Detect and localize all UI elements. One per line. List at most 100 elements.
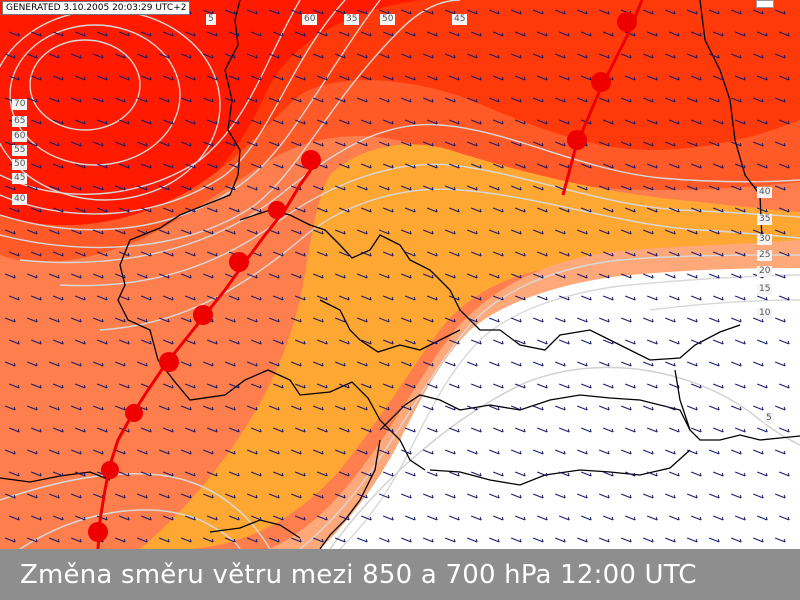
wind-barb-icon xyxy=(140,471,152,477)
wind-barb-icon xyxy=(400,537,412,543)
wind-barb-icon xyxy=(712,471,724,477)
wind-barb-icon xyxy=(686,361,698,367)
wind-barb-icon xyxy=(778,119,790,125)
wind-barb-icon xyxy=(448,339,460,345)
wind-barb-icon xyxy=(778,515,790,521)
wind-barb-icon xyxy=(378,537,390,543)
wind-barb-icon xyxy=(96,75,108,81)
wind-barb-icon xyxy=(118,75,130,81)
wind-barb-icon xyxy=(488,97,500,103)
wind-barb-icon xyxy=(536,119,548,125)
wind-barb-icon xyxy=(96,119,108,125)
wind-barb-icon xyxy=(8,427,20,433)
wind-barb-icon xyxy=(4,185,16,191)
wind-barb-icon xyxy=(228,207,240,213)
wind-barb-icon xyxy=(756,471,768,477)
wind-barb-icon xyxy=(382,427,394,433)
wind-barb-icon xyxy=(642,9,654,15)
wind-barb-icon xyxy=(536,251,548,257)
wind-barb-icon xyxy=(184,383,196,389)
wind-barb-icon xyxy=(92,405,104,411)
wind-barb-icon xyxy=(356,493,368,499)
wind-barb-icon xyxy=(74,119,86,125)
wind-barb-icon xyxy=(224,493,236,499)
wind-barb-icon xyxy=(646,163,658,169)
wind-barb-icon xyxy=(316,31,328,37)
wind-barb-icon xyxy=(778,251,790,257)
wind-barb-icon xyxy=(774,361,786,367)
wind-barb-icon xyxy=(92,317,104,323)
wind-barb-icon xyxy=(492,427,504,433)
wind-barb-icon xyxy=(664,185,676,191)
wind-barb-icon xyxy=(690,207,702,213)
wind-barb-icon xyxy=(686,185,698,191)
wind-barb-icon xyxy=(70,317,82,323)
wind-barb-icon xyxy=(598,273,610,279)
wind-barb-icon xyxy=(664,229,676,235)
wind-barb-icon xyxy=(514,75,526,81)
wind-barb-icon xyxy=(488,229,500,235)
wind-barb-icon xyxy=(250,427,262,433)
wind-barb-icon xyxy=(514,383,526,389)
wind-barb-icon xyxy=(642,537,654,543)
wind-barb-icon xyxy=(778,471,790,477)
wind-barb-icon xyxy=(774,53,786,59)
wind-barb-icon xyxy=(246,141,258,147)
wind-barb-icon xyxy=(48,141,60,147)
wind-barb-icon xyxy=(690,515,702,521)
wind-barb-icon xyxy=(8,471,20,477)
wind-barb-icon xyxy=(778,427,790,433)
wind-barb-icon xyxy=(52,383,64,389)
wind-barb-icon xyxy=(422,317,434,323)
wind-barb-icon xyxy=(426,339,438,345)
wind-barb-icon xyxy=(140,207,152,213)
wind-barb-icon xyxy=(690,427,702,433)
wind-barb-icon xyxy=(316,427,328,433)
wind-barb-icon xyxy=(316,339,328,345)
wind-barb-icon xyxy=(162,31,174,37)
wind-barb-icon xyxy=(290,405,302,411)
wind-barb-icon xyxy=(400,361,412,367)
wind-barb-icon xyxy=(316,383,328,389)
wind-barb-icon xyxy=(224,317,236,323)
wind-barb-icon xyxy=(184,339,196,345)
wind-barb-icon xyxy=(382,31,394,37)
wind-barb-icon xyxy=(118,163,130,169)
wind-barb-icon xyxy=(554,449,566,455)
wind-barb-icon xyxy=(422,9,434,15)
wind-barb-icon xyxy=(48,229,60,235)
wind-barb-icon xyxy=(774,141,786,147)
wind-barb-icon xyxy=(228,119,240,125)
wind-barb-icon xyxy=(70,273,82,279)
wind-barb-icon xyxy=(554,361,566,367)
wind-barb-icon xyxy=(778,207,790,213)
wind-barb-icon xyxy=(400,273,412,279)
wind-barb-icon xyxy=(422,229,434,235)
wind-barb-icon xyxy=(664,449,676,455)
wind-barb-icon xyxy=(730,273,742,279)
wind-barb-icon xyxy=(554,493,566,499)
wind-barb-icon xyxy=(74,251,86,257)
wind-barb-icon xyxy=(466,185,478,191)
wind-barb-icon xyxy=(290,53,302,59)
wind-barb-icon xyxy=(184,251,196,257)
wind-barb-icon xyxy=(778,163,790,169)
wind-barb-icon xyxy=(510,317,522,323)
wind-barb-icon xyxy=(162,427,174,433)
wind-barb-icon xyxy=(158,317,170,323)
wind-barb-icon xyxy=(74,31,86,37)
wind-barb-icon xyxy=(426,31,438,37)
wind-barb-icon xyxy=(162,515,174,521)
wind-barb-icon xyxy=(554,229,566,235)
wind-barb-icon xyxy=(422,449,434,455)
wind-barb-icon xyxy=(290,97,302,103)
wind-barb-icon xyxy=(92,185,104,191)
wind-barb-icon xyxy=(136,449,148,455)
wind-barb-icon xyxy=(48,317,60,323)
wind-barb-icon xyxy=(74,163,86,169)
wind-barb-icon xyxy=(686,97,698,103)
wind-barb-icon xyxy=(422,361,434,367)
wind-barb-icon xyxy=(598,229,610,235)
wind-barb-icon xyxy=(290,493,302,499)
wind-barb-icon xyxy=(686,405,698,411)
